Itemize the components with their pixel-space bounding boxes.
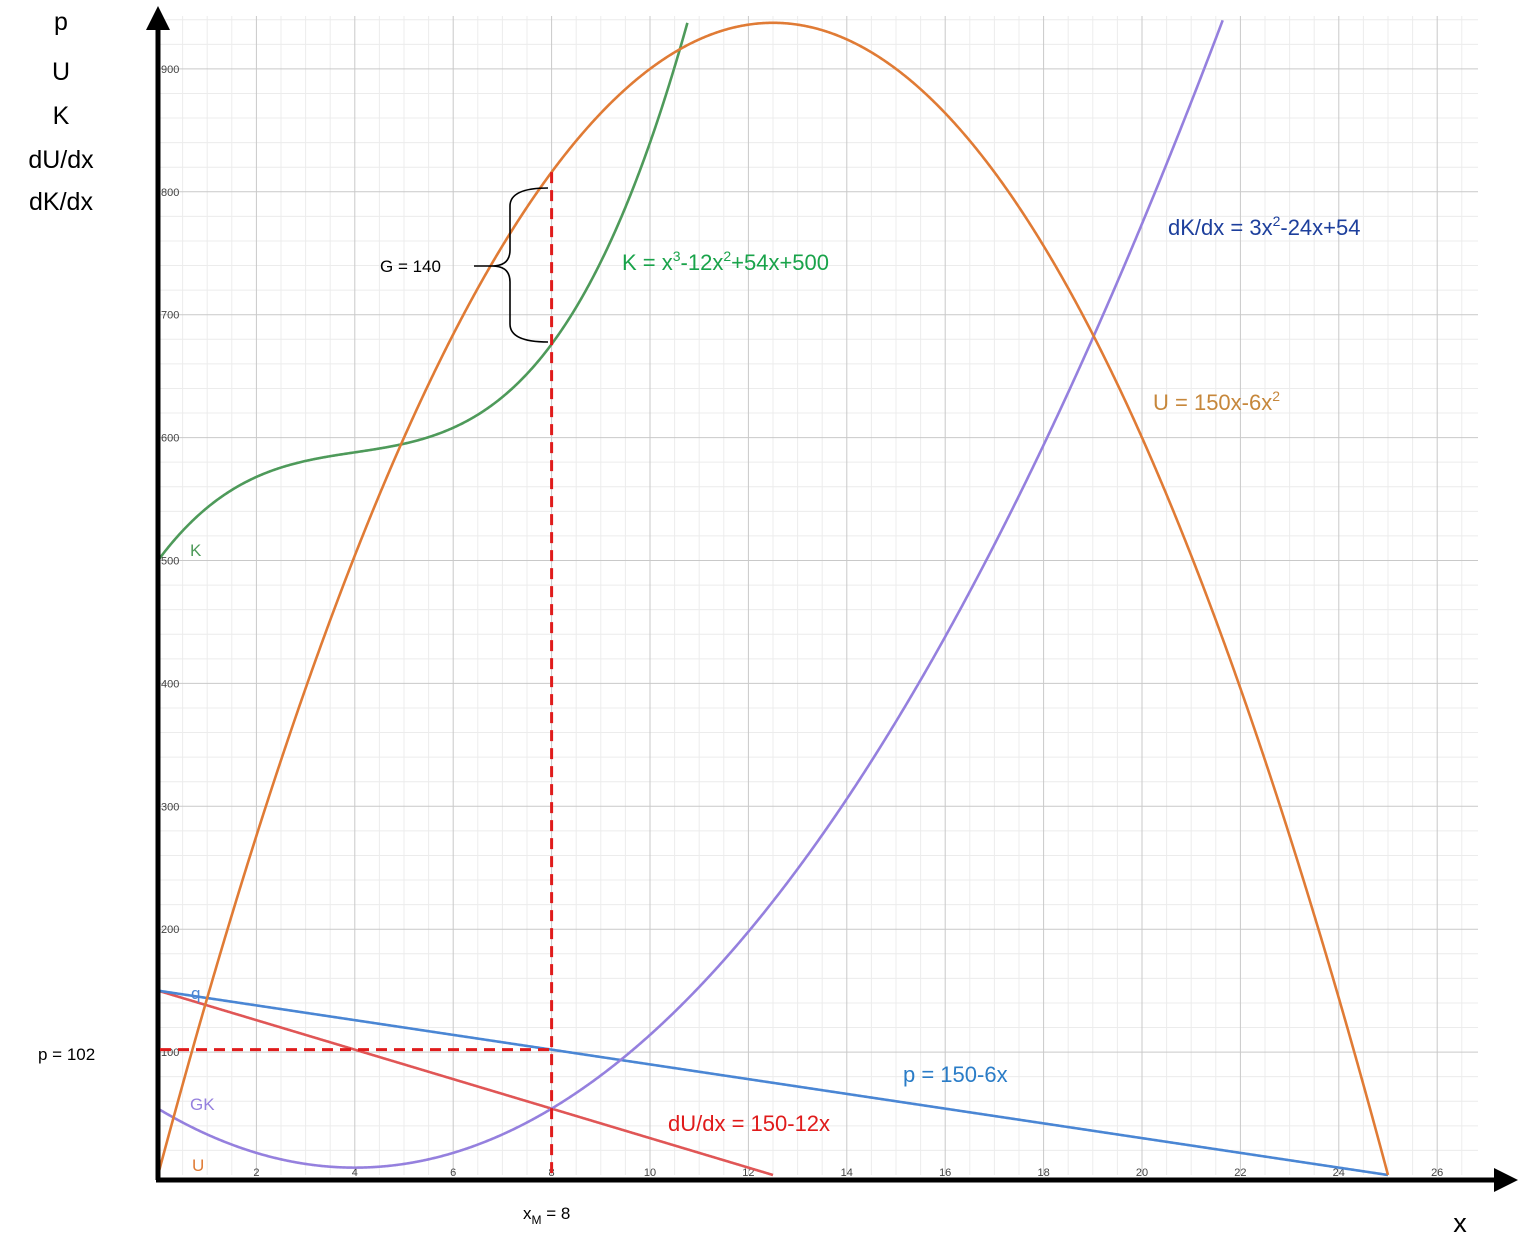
series-k-line bbox=[156, 22, 689, 562]
x-opt-label: xM = 8 bbox=[523, 1204, 570, 1227]
annotations: G = 140 p = 102 xM = 8 bbox=[38, 257, 570, 1227]
eq-u-sup1: 2 bbox=[1272, 388, 1280, 404]
x-tick-label: 6 bbox=[450, 1167, 456, 1179]
curve-label-q: q bbox=[191, 984, 200, 1003]
x-tick-label: 2 bbox=[253, 1167, 259, 1179]
x-tick-label: 26 bbox=[1431, 1167, 1443, 1179]
eq-dk-sup1: 2 bbox=[1273, 213, 1281, 229]
equation-label-k: K = x3-12x2+54x+500 bbox=[622, 248, 829, 275]
x-tick-label: 12 bbox=[742, 1167, 754, 1179]
y-tick-label: 900 bbox=[161, 64, 179, 76]
x-opt-sub: M bbox=[532, 1213, 542, 1227]
y-tick-label: 200 bbox=[161, 924, 179, 936]
guides bbox=[160, 172, 554, 1180]
equation-label-dk: dK/dx = 3x2-24x+54 bbox=[1168, 213, 1361, 240]
equation-label-p: p = 150-6x bbox=[903, 1062, 1008, 1087]
curve-labels: K q GK U bbox=[190, 541, 215, 1175]
eq-u-pre: U = 150x-6x bbox=[1153, 390, 1272, 415]
y-axis-title-line-5: dK/dx bbox=[29, 188, 93, 216]
eq-k-mid: -12x bbox=[681, 250, 724, 275]
curve-label-u: U bbox=[192, 1156, 204, 1175]
x-tick-label: 24 bbox=[1333, 1167, 1345, 1179]
series-p-line bbox=[157, 989, 1389, 1177]
x-axis-arrow bbox=[1494, 1168, 1518, 1192]
y-axis-title-line-4: dU/dx bbox=[28, 146, 94, 174]
price-label: p = 102 bbox=[38, 1045, 95, 1064]
y-axis-title: p U K dU/dx dK/dx bbox=[28, 8, 94, 216]
curve-label-k: K bbox=[190, 541, 202, 560]
gain-label: G = 140 bbox=[380, 257, 441, 276]
x-tick-label: 10 bbox=[644, 1167, 656, 1179]
y-axis-title-line-1: p bbox=[54, 8, 68, 36]
equation-label-u: U = 150x-6x2 bbox=[1153, 388, 1280, 415]
x-opt-main: x bbox=[523, 1204, 532, 1223]
series-du-dx-line bbox=[157, 989, 774, 1177]
y-axis-title-line-2: U bbox=[52, 58, 70, 86]
x-tick-label: 16 bbox=[939, 1167, 951, 1179]
y-tick-label: 700 bbox=[161, 310, 179, 322]
x-tick-label: 4 bbox=[352, 1167, 358, 1179]
y-tick-label: 800 bbox=[161, 187, 179, 199]
y-tick-label: 300 bbox=[161, 801, 179, 813]
gain-brace bbox=[491, 187, 549, 343]
eq-k-sup2: 2 bbox=[723, 248, 731, 264]
minor-gridlines bbox=[158, 16, 1478, 1175]
x-tick-label: 18 bbox=[1037, 1167, 1049, 1179]
eq-k-post: +54x+500 bbox=[731, 250, 829, 275]
eq-k-sup1: 3 bbox=[673, 248, 681, 264]
x-axis-title: x bbox=[1453, 1208, 1467, 1238]
eq-k-pre: K = x bbox=[622, 250, 673, 275]
equation-label-du: dU/dx = 150-12x bbox=[668, 1111, 830, 1136]
y-tick-label: 600 bbox=[161, 433, 179, 445]
major-gridlines bbox=[158, 16, 1478, 1175]
eq-dk-pre: dK/dx = 3x bbox=[1168, 215, 1273, 240]
x-opt-val: = 8 bbox=[542, 1204, 571, 1223]
eq-dk-post: -24x+54 bbox=[1280, 215, 1360, 240]
y-axis-arrow bbox=[146, 6, 170, 30]
y-tick-label: 500 bbox=[161, 556, 179, 568]
tick-labels: 2468101214161820222426100200300400500600… bbox=[161, 64, 1443, 1179]
curves bbox=[156, 19, 1390, 1177]
axes bbox=[146, 6, 1518, 1192]
x-tick-label: 14 bbox=[841, 1167, 853, 1179]
equation-labels: K = x3-12x2+54x+500 dK/dx = 3x2-24x+54 U… bbox=[622, 213, 1361, 1136]
series-u-line bbox=[156, 21, 1390, 1176]
curve-label-gk: GK bbox=[190, 1095, 215, 1114]
y-tick-label: 400 bbox=[161, 678, 179, 690]
x-tick-label: 22 bbox=[1234, 1167, 1246, 1179]
series-dk-dx-line bbox=[157, 19, 1224, 1169]
x-tick-label: 20 bbox=[1136, 1167, 1148, 1179]
y-axis-title-line-3: K bbox=[53, 102, 70, 130]
